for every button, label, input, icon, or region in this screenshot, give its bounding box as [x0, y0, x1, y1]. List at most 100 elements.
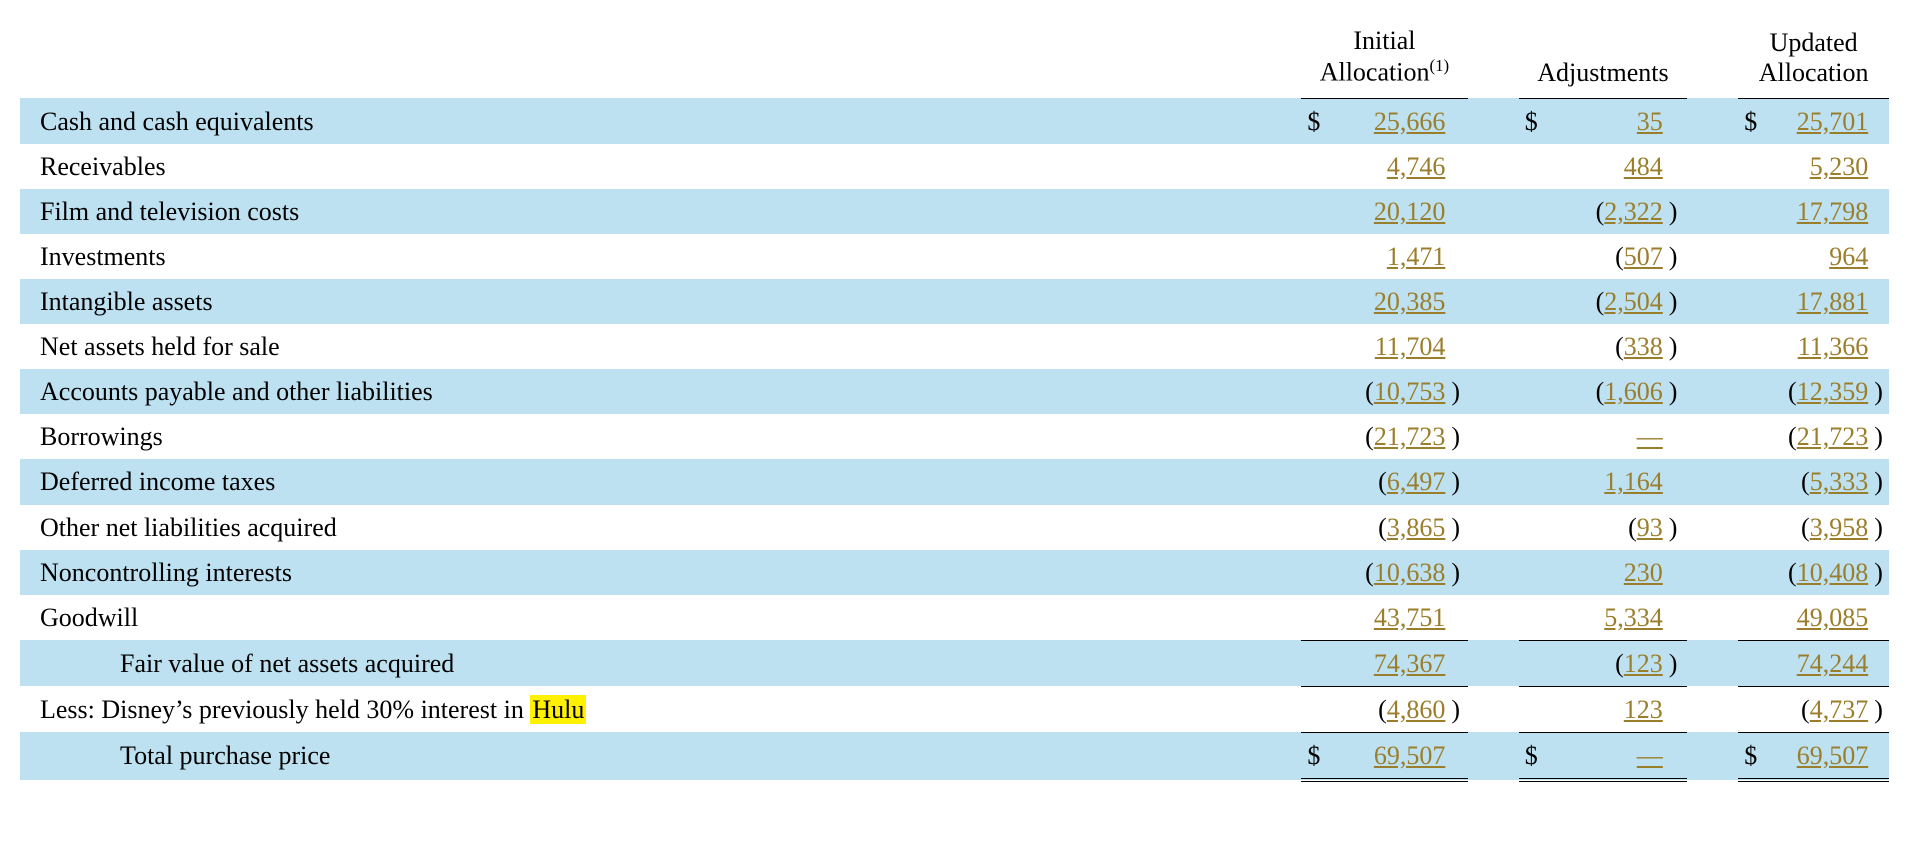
- value-link[interactable]: 10,408: [1797, 558, 1869, 587]
- cell-value: (2,504: [1555, 279, 1669, 324]
- value-link[interactable]: 17,798: [1797, 197, 1869, 226]
- cell-value: (338: [1555, 324, 1669, 369]
- table-row: Fair value of net assets acquired74,367(…: [20, 640, 1889, 686]
- value-link[interactable]: 35: [1637, 107, 1663, 136]
- cell-value: 5,334: [1555, 595, 1669, 641]
- cell-paren: ): [1874, 459, 1889, 504]
- value-link[interactable]: 5,230: [1810, 152, 1869, 181]
- cell-symbol: $: [1519, 98, 1555, 144]
- cell-paren: [1669, 686, 1687, 732]
- cell-paren: [1874, 98, 1889, 144]
- value-link[interactable]: 74,244: [1797, 649, 1869, 678]
- cell-symbol: [1519, 324, 1555, 369]
- value-link[interactable]: 25,666: [1374, 107, 1446, 136]
- cell-value: 74,367: [1333, 640, 1451, 686]
- value-link[interactable]: 17,881: [1797, 287, 1869, 316]
- cell-paren: ): [1874, 505, 1889, 550]
- cell-paren: [1874, 189, 1889, 234]
- table-row: Accounts payable and other liabilities(1…: [20, 369, 1889, 414]
- cell-symbol: [1301, 686, 1333, 732]
- value-link[interactable]: 2,504: [1604, 287, 1663, 316]
- value-link[interactable]: 12,359: [1797, 377, 1869, 406]
- cell-symbol: [1738, 505, 1767, 550]
- value-link[interactable]: 25,701: [1797, 107, 1869, 136]
- value-link[interactable]: 43,751: [1374, 603, 1446, 632]
- cell-symbol: [1301, 279, 1333, 324]
- cell-paren: [1451, 595, 1467, 641]
- value-link[interactable]: 11,366: [1798, 332, 1869, 361]
- value-link[interactable]: 21,723: [1374, 422, 1446, 451]
- value-link[interactable]: 93: [1637, 513, 1663, 542]
- value-link[interactable]: 69,507: [1797, 741, 1869, 770]
- row-label: Cash and cash equivalents: [20, 98, 1301, 144]
- cell-value: 69,507: [1767, 732, 1874, 780]
- cell-paren: [1451, 98, 1467, 144]
- value-link[interactable]: 1,606: [1604, 377, 1663, 406]
- value-link[interactable]: 964: [1829, 242, 1868, 271]
- value-link[interactable]: 74,367: [1374, 649, 1446, 678]
- cell-value: (1,606: [1555, 369, 1669, 414]
- cell-paren: [1669, 550, 1687, 595]
- value-link[interactable]: 4,737: [1810, 695, 1869, 724]
- value-link[interactable]: 4,860: [1387, 695, 1446, 724]
- value-link[interactable]: 20,120: [1374, 197, 1446, 226]
- row-label: Film and television costs: [20, 189, 1301, 234]
- cell-symbol: [1301, 414, 1333, 459]
- value-link[interactable]: 484: [1624, 152, 1663, 181]
- cell-value: 230: [1555, 550, 1669, 595]
- value-link[interactable]: 1,471: [1387, 242, 1446, 271]
- cell-symbol: [1519, 189, 1555, 234]
- value-link[interactable]: 4,746: [1387, 152, 1446, 181]
- value-link[interactable]: 123: [1624, 695, 1663, 724]
- cell-value: 20,120: [1333, 189, 1451, 234]
- cell-symbol: [1301, 640, 1333, 686]
- cell-paren: ): [1669, 324, 1687, 369]
- value-link[interactable]: 49,085: [1797, 603, 1869, 632]
- value-link[interactable]: 20,385: [1374, 287, 1446, 316]
- cell-value: —: [1555, 414, 1669, 459]
- value-link[interactable]: 230: [1624, 558, 1663, 587]
- value-link[interactable]: 10,638: [1374, 558, 1446, 587]
- value-link[interactable]: 338: [1624, 332, 1663, 361]
- value-link[interactable]: 10,753: [1374, 377, 1446, 406]
- value-link[interactable]: 3,865: [1387, 513, 1446, 542]
- value-link[interactable]: 3,958: [1810, 513, 1869, 542]
- cell-paren: [1874, 144, 1889, 189]
- value-link[interactable]: 5,333: [1810, 467, 1869, 496]
- cell-paren: [1451, 732, 1467, 780]
- value-link[interactable]: 123: [1624, 649, 1663, 678]
- row-label: Intangible assets: [20, 279, 1301, 324]
- cell-paren: ): [1874, 369, 1889, 414]
- value-link[interactable]: 5,334: [1604, 603, 1663, 632]
- cell-symbol: [1738, 414, 1767, 459]
- value-link[interactable]: 6,497: [1387, 467, 1446, 496]
- cell-symbol: [1301, 550, 1333, 595]
- table-row: Cash and cash equivalents$25,666$35$25,7…: [20, 98, 1889, 144]
- value-link[interactable]: 1,164: [1604, 467, 1663, 496]
- value-link[interactable]: 69,507: [1374, 741, 1446, 770]
- cell-symbol: [1301, 505, 1333, 550]
- cell-paren: [1451, 640, 1467, 686]
- cell-symbol: $: [1301, 98, 1333, 144]
- table-row: Borrowings(21,723)—(21,723): [20, 414, 1889, 459]
- cell-symbol: [1738, 279, 1767, 324]
- value-link[interactable]: 11,704: [1375, 332, 1446, 361]
- cell-value: 11,366: [1767, 324, 1874, 369]
- value-link[interactable]: 21,723: [1797, 422, 1869, 451]
- cell-symbol: $: [1738, 98, 1767, 144]
- row-label: Total purchase price: [20, 732, 1301, 780]
- cell-value: (123: [1555, 640, 1669, 686]
- cell-value: 35: [1555, 98, 1669, 144]
- cell-symbol: $: [1519, 732, 1555, 780]
- row-label: Noncontrolling interests: [20, 550, 1301, 595]
- cell-symbol: [1519, 505, 1555, 550]
- value-link[interactable]: 507: [1624, 242, 1663, 271]
- cell-paren: ): [1874, 414, 1889, 459]
- cell-paren: ): [1451, 505, 1467, 550]
- cell-paren: ): [1451, 414, 1467, 459]
- table-row: Intangible assets20,385(2,504)17,881: [20, 279, 1889, 324]
- value-link[interactable]: 2,322: [1604, 197, 1663, 226]
- cell-value: (2,322: [1555, 189, 1669, 234]
- cell-symbol: [1738, 234, 1767, 279]
- table-body: Cash and cash equivalents$25,666$35$25,7…: [20, 98, 1889, 780]
